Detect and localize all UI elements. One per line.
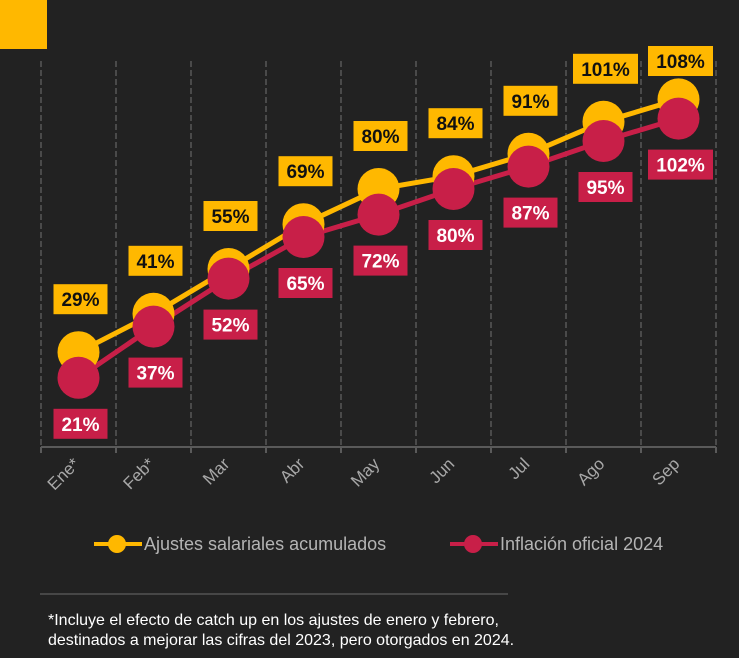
data-point-inflacion [657,97,700,140]
data-label-box [53,284,108,315]
data-label-text: 21% [61,415,99,436]
data-label-inflacion: 72% [353,245,408,276]
x-tick-label: Sep [649,454,684,489]
data-point-inflacion [582,120,625,162]
data-point-inflacion [507,145,550,188]
data-label-inflacion: 37% [128,357,183,388]
data-label-inflacion: 102% [648,149,713,180]
x-tick-label: Abr [276,454,308,486]
footnote: *Incluye el efecto de catch up en los aj… [48,611,514,651]
data-label-text: 91% [511,92,549,113]
data-label-inflacion: 95% [578,172,633,202]
data-label-box [428,220,483,250]
data-label-box [573,53,638,84]
data-label-text: 108% [656,52,705,73]
data-label-ajustes: 91% [503,85,558,116]
data-label-box [503,197,558,228]
series-points [57,78,700,399]
data-label-box [353,121,408,151]
data-label-text: 41% [136,252,174,273]
legend-label: Inflación oficial 2024 [500,533,664,554]
data-label-text: 101% [581,60,630,81]
legend-item-ajustes[interactable]: Ajustes salariales acumulados [94,530,386,558]
x-tick-label: Mar [199,454,233,488]
data-label-box [278,156,333,187]
data-label-box [53,408,108,439]
data-label-box [128,245,183,276]
data-label-text: 87% [511,204,549,225]
data-label-text: 72% [361,252,399,273]
data-label-text: 55% [211,207,249,228]
data-label-text: 102% [656,156,705,177]
data-label-box [578,172,633,202]
data-label-ajustes: 29% [53,284,108,315]
data-label-text: 52% [211,316,249,337]
data-label-box [128,357,183,388]
x-tick-label: May [347,454,383,490]
data-label-text: 37% [136,364,174,385]
data-label-text: 80% [361,127,399,148]
data-label-ajustes: 55% [203,201,258,231]
data-point-inflacion [132,305,175,348]
data-label-text: 80% [436,226,474,247]
data-labels: 29% 41% 55% 69% 80% 84% 91% 101% 108% 21% 37% 52% 65… [53,46,713,439]
data-label-inflacion: 87% [503,197,558,228]
data-label-box [428,108,483,139]
data-label-ajustes: 80% [353,121,408,151]
x-tick-label: Jun [426,454,459,487]
line-chart: 29% 41% 55% 69% 80% 84% 91% 101% 108% 21% 37% 52% 65… [40,46,717,494]
data-point-inflacion [57,356,100,399]
data-label-ajustes: 84% [428,108,483,139]
data-point-inflacion [207,257,250,300]
brand-corner-square [0,0,47,49]
x-tick-label: Ago [574,454,609,489]
x-tick-label: Jul [505,454,534,483]
data-label-text: 69% [286,162,324,183]
data-point-inflacion [432,168,475,210]
data-label-ajustes: 69% [278,156,333,187]
x-axis [40,446,717,453]
x-tick-label: Feb* [119,454,158,493]
footnote-divider [40,593,508,595]
data-label-inflacion: 80% [428,220,483,250]
data-label-inflacion: 21% [53,408,108,439]
data-point-inflacion [282,216,325,258]
data-label-text: 65% [286,274,324,295]
data-label-ajustes: 41% [128,245,183,276]
data-point-inflacion [357,193,400,236]
data-label-ajustes: 101% [573,53,638,84]
legend-item-inflacion[interactable]: Inflación oficial 2024 [450,530,663,558]
legend-marker-yellow [94,534,142,554]
grid-lines [40,61,717,447]
x-tick-labels: Ene* Feb* Mar Abr May Jun Jul Ago Sep [44,454,684,494]
data-label-box [203,201,258,231]
data-label-box [353,245,408,276]
data-label-inflacion: 52% [203,309,258,340]
data-label-box [648,46,713,76]
legend-marker-red [450,534,498,554]
data-label-box [503,85,558,116]
data-label-inflacion: 65% [278,268,333,298]
data-label-text: 29% [61,290,99,311]
footnote-line-1: *Incluye el efecto de catch up en los aj… [48,612,499,629]
legend: Ajustes salariales acumulados Inflación … [0,530,739,558]
data-label-ajustes: 108% [648,46,713,76]
x-tick-label: Ene* [44,454,84,494]
legend-label: Ajustes salariales acumulados [144,533,387,554]
data-label-box [203,309,258,340]
data-label-text: 84% [436,114,474,135]
data-label-box [278,268,333,298]
data-label-text: 95% [586,178,624,199]
footnote-line-2: destinados a mejorar las cifras del 2023… [48,632,515,649]
data-label-box [648,149,713,180]
